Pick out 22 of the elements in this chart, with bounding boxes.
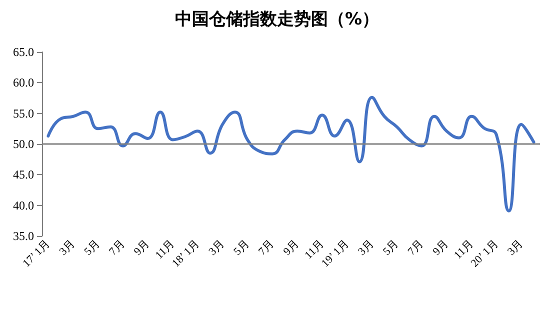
line-series xyxy=(46,96,536,212)
x-tick-label: 5月 xyxy=(82,238,102,258)
x-tick-label: 5月 xyxy=(232,238,252,258)
y-tick-label: 60.0 xyxy=(13,76,34,90)
x-tick-label: 3月 xyxy=(356,238,376,258)
y-tick-label: 40.0 xyxy=(13,198,34,212)
y-tick-label: 65.0 xyxy=(13,45,34,59)
y-tick-label: 45.0 xyxy=(13,168,34,182)
x-tick-label: 9月 xyxy=(430,238,451,258)
y-tick-label: 50.0 xyxy=(13,137,34,151)
chart-title: 中国仓储指数走势图（%） xyxy=(174,10,380,30)
x-tick-label: 3月 xyxy=(505,238,526,258)
x-tick-label: 3月 xyxy=(57,238,78,258)
x-tick-label: 7月 xyxy=(107,238,128,258)
x-tick-label: 7月 xyxy=(256,238,277,258)
x-tick-label: 9月 xyxy=(281,238,302,258)
x-tick-label: 9月 xyxy=(132,238,152,258)
x-tick-label: 7月 xyxy=(406,238,426,258)
x-tick-label: 3月 xyxy=(206,238,227,258)
y-tick-label: 55.0 xyxy=(13,106,34,120)
y-tick-label: 35.0 xyxy=(13,229,34,243)
x-tick-label: 5月 xyxy=(380,238,402,258)
